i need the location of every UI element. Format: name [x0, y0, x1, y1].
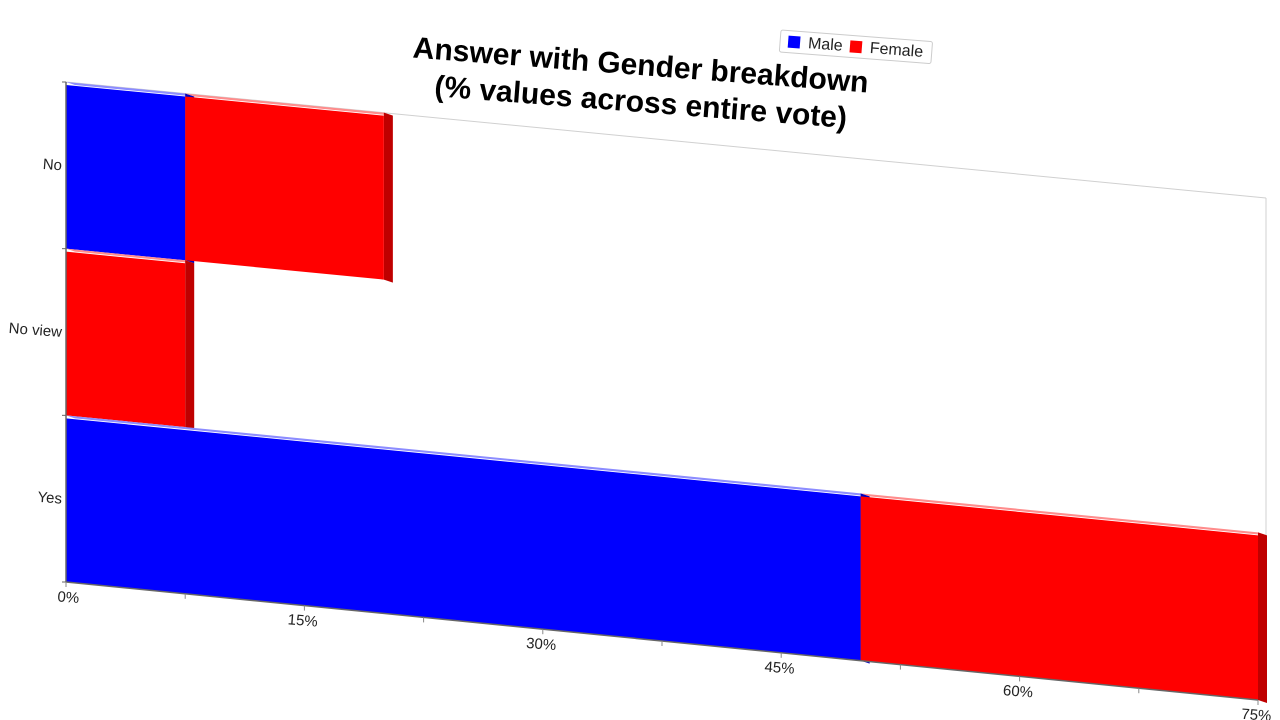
legend-swatch-male [787, 35, 801, 49]
legend: Male Female [778, 29, 933, 64]
bar-no-female [185, 93, 393, 283]
x-tick-label: 60% [1002, 682, 1033, 701]
y-tick-label-no: No [42, 156, 62, 174]
legend-label-male: Male [807, 35, 843, 55]
bar-no-view-female [66, 248, 195, 431]
legend-box: Male Female [778, 29, 933, 64]
y-tick-label-no-view: No view [8, 320, 63, 341]
x-tick-label: 0% [57, 588, 80, 607]
x-tick-label: 30% [526, 635, 557, 654]
bar-front-face [185, 96, 384, 280]
x-tick-label: 75% [1241, 706, 1272, 720]
bar-front-face [66, 251, 186, 428]
bar-top-face [66, 248, 195, 264]
bar-front-face [860, 496, 1258, 700]
bar-top-face [66, 415, 870, 497]
bar-yes-female [860, 493, 1267, 703]
bar-side-face [383, 112, 393, 283]
legend-label-female: Female [869, 40, 924, 61]
axes: No No view Yes 0% 15% 30% 45% 60% 75% [8, 81, 1272, 720]
y-tick-label-yes: Yes [37, 489, 63, 508]
bar-no-male [66, 82, 195, 264]
bar-top-face [66, 82, 195, 97]
bar-side-face [1258, 532, 1267, 703]
bar-yes-male [66, 415, 870, 664]
bar-top-face [185, 93, 393, 116]
bar-front-face [66, 85, 186, 261]
bar-top-face [860, 493, 1267, 536]
legend-swatch-female [849, 40, 863, 54]
bar-side-face [185, 260, 195, 431]
bars [66, 82, 1267, 703]
bar-front-face [66, 418, 861, 661]
x-tick-label: 45% [764, 659, 795, 678]
x-tick-label: 15% [287, 611, 318, 630]
